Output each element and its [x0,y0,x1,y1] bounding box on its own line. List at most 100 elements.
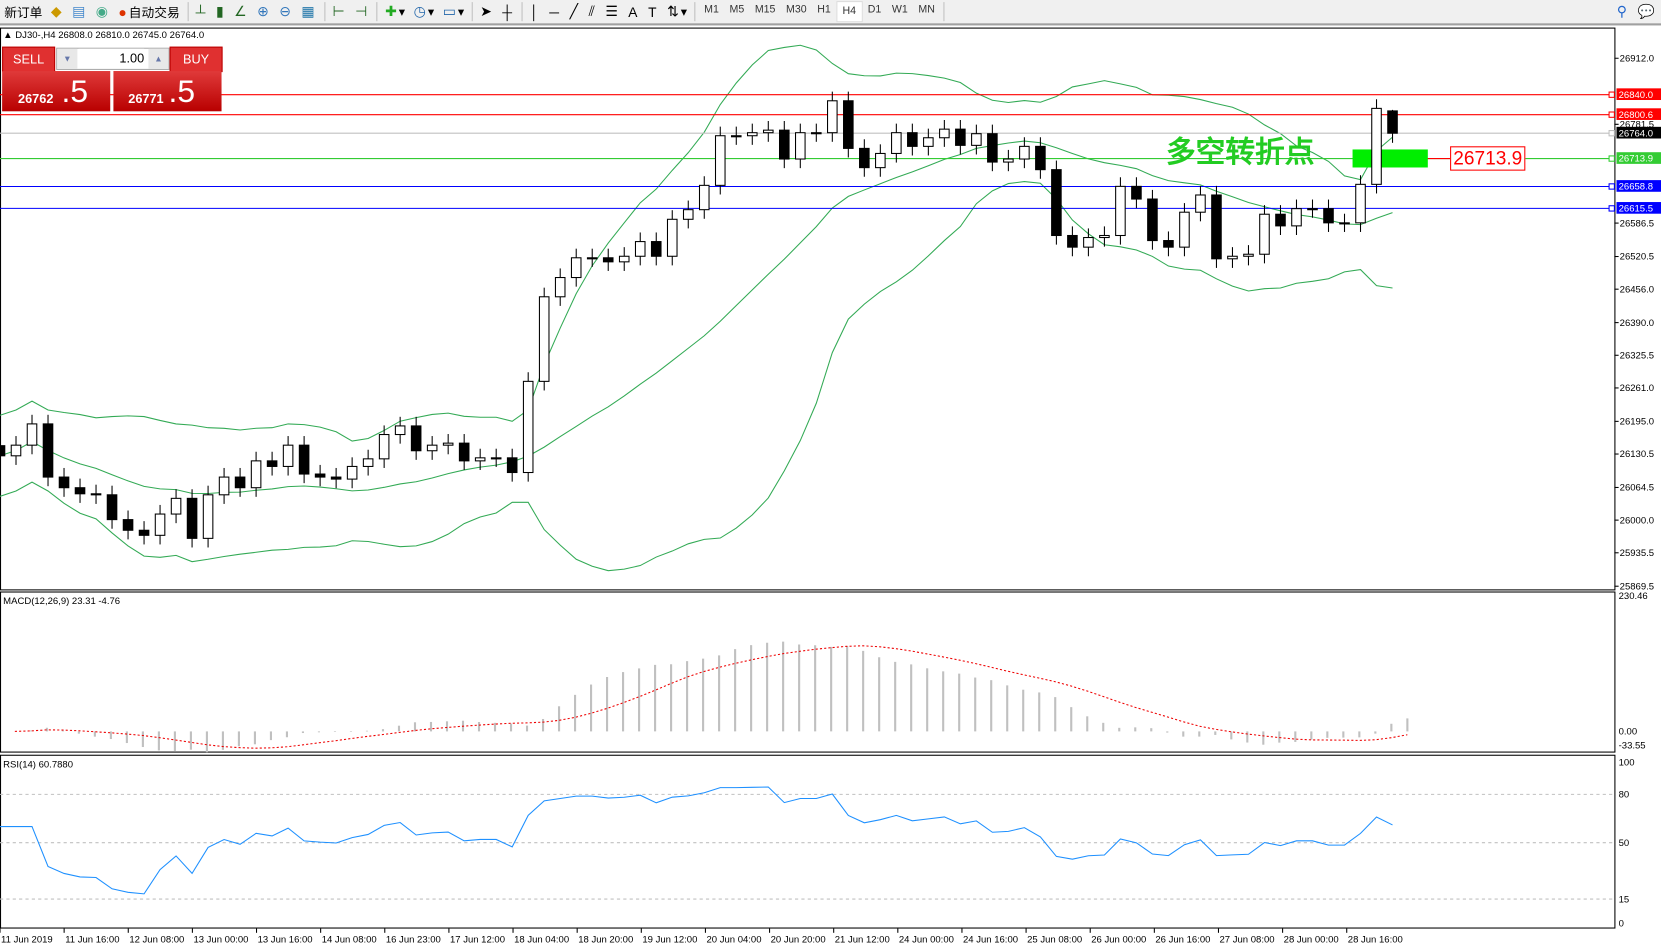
timeframe-mn[interactable]: MN [918,4,935,16]
candle-body [58,476,70,489]
periods-button[interactable]: ◷ ▾ [413,3,435,20]
candle [1243,245,1254,266]
candle [1259,205,1270,264]
macd-signal-line [14,645,1408,749]
price-tag-label: 26658.8 [1619,182,1653,193]
candle-body [394,425,406,436]
indicators-button[interactable]: ✚ ▾ [385,3,406,20]
crosshair-button[interactable]: ┼ [499,1,517,22]
candlestick-button[interactable]: ▮ [213,1,229,22]
trendline-button[interactable]: ╱ [567,1,584,22]
candle-body [1195,194,1206,213]
rsi-axis-label: 100 [1619,757,1635,768]
new-order-button[interactable]: 新订单 [4,4,43,20]
time-tick-label: 24 Jun 16:00 [963,934,1018,945]
candle-body [458,442,470,462]
timeframe-m30[interactable]: M30 [786,4,807,16]
candle-body [218,476,230,496]
cursor-button[interactable]: ➤ [477,1,497,22]
timeframe-w1[interactable]: W1 [891,4,908,16]
text-label-button[interactable]: T [645,1,662,22]
arrows-button[interactable]: ⇅ ▾ [667,3,688,20]
candle-body [634,241,646,257]
candle [250,451,262,497]
horizontal-line-button[interactable]: ─ [546,1,564,22]
time-tick-label: 11 Jun 2019 [1,934,53,945]
price-tick-label: 26586.5 [1620,218,1654,229]
candle-body [1387,110,1398,134]
candle-body [538,296,550,382]
time-tick-label: 19 Jun 12:00 [642,934,697,945]
price-chart[interactable]: 26912.0 26781.5 26586.5 26520.5 26456.0 26390… [0,25,1661,948]
auto-scroll-button[interactable]: ⊣ [352,1,372,22]
templates-button[interactable]: ▭ ▾ [442,3,465,20]
candle [554,268,566,306]
search-icon: ⚲ [1616,3,1627,20]
lot-input[interactable] [78,48,145,67]
market-watch-button[interactable]: ◆ [48,1,67,22]
line-chart-icon: ∠ [234,3,247,20]
timeframe-m5[interactable]: M5 [729,4,745,16]
vertical-line-button[interactable]: │ [527,1,544,22]
candle-body [90,493,102,496]
data-window-button[interactable]: ▤ [69,1,91,22]
time-tick-label: 27 Jun 08:00 [1220,934,1275,945]
candle-body [1355,183,1366,224]
rsi-axis-label: 80 [1619,790,1630,801]
timeframe-d1[interactable]: D1 [867,4,882,16]
timeframe-m15[interactable]: M15 [754,4,776,16]
candle [506,448,518,482]
timeframe-h1[interactable]: H1 [817,4,831,16]
bar-chart-button[interactable]: ┴ [192,1,210,22]
chart-header: ▲ DJ30-,H4 26808.0 26810.0 26745.0 26764… [3,29,205,41]
candle-body [1291,208,1302,227]
bollinger-lower [0,181,1393,572]
chart-shift-button[interactable]: ⊢ [329,1,349,22]
indicators-icon: ✚ [385,3,397,20]
timeframe-h4[interactable]: H4 [836,1,863,23]
candle [1179,203,1190,257]
time-tick-label: 20 Jun 20:00 [771,934,826,945]
auto-trading-button[interactable]: ● 自动交易 [118,3,180,20]
sell-button[interactable]: SELL [2,46,56,73]
buy-button[interactable]: BUY [169,46,223,73]
line-chart-button[interactable]: ∠ [231,1,252,22]
chat-icon: 💬 [1637,3,1655,20]
candle [1323,199,1334,232]
zoom-out-button[interactable]: ⊖ [276,1,296,22]
tile-windows-button[interactable]: ▦ [298,1,320,22]
rsi-axis-label: 0 [1619,918,1624,929]
candle-body [314,473,326,478]
buy-price-button[interactable]: 26771 .5 [113,71,222,112]
timeframe-m1[interactable]: M1 [704,4,719,16]
channel-button[interactable]: ⫽ [585,1,600,22]
candle [762,121,774,142]
navigator-button[interactable]: ◉ [93,1,114,22]
candle-body [122,519,134,531]
arrows-icon: ⇅ [667,3,679,20]
lot-decrease-button[interactable]: ▼ [57,48,78,69]
text-button[interactable]: A [625,1,643,22]
candle-body [811,132,822,135]
toolbar: 新订单 ◆ ▤ ◉ ● 自动交易 ┴ ▮ ∠ ⊕ ⊖ ▦ ⊢ ⊣ ✚ ▾ ◷ ▾ ▭ ▾… [0,0,1661,26]
candle-body [170,497,182,515]
zoom-in-button[interactable]: ⊕ [254,1,274,22]
candle [698,176,710,219]
candle-body [1307,208,1318,211]
time-tick-label: 18 Jun 04:00 [514,934,569,945]
candle [987,124,998,172]
search-button[interactable]: ⚲ [1614,1,1633,22]
lot-increase-button[interactable]: ▲ [148,48,169,69]
time-tick-label: 13 Jun 16:00 [258,934,313,945]
candle [1307,199,1318,218]
candle [650,232,662,266]
chat-button[interactable]: 💬 [1634,1,1660,22]
candle-body [346,465,358,480]
candle-body [1339,222,1350,225]
candle [186,489,198,548]
candle-body [282,444,294,467]
fibonacci-button[interactable]: ☰ [602,1,623,22]
sell-price-button[interactable]: 26762 .5 [2,71,111,112]
candle-body [426,444,438,452]
trendline-icon: ╱ [569,3,578,20]
